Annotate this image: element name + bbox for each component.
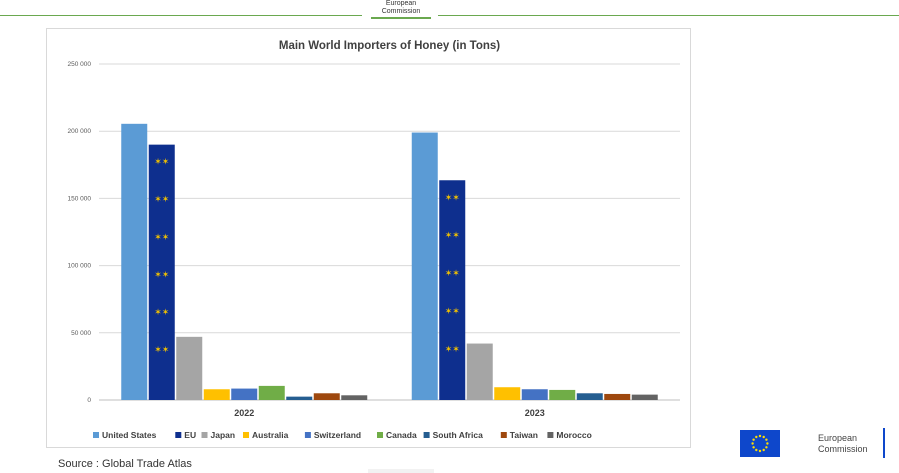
ec-logo-line1: European: [818, 433, 858, 443]
x-category-label: 2022: [234, 408, 254, 418]
bar-united-states: [411, 132, 438, 400]
y-tick-label: 0: [87, 397, 91, 404]
eu-star-decor: ✶✶: [154, 195, 169, 205]
legend-swatch: [304, 432, 311, 438]
legend-swatch: [201, 432, 208, 438]
eu-star-decor: ✶✶: [445, 269, 460, 279]
header-brand-line1: European: [385, 0, 417, 7]
legend-label: South Africa: [433, 430, 483, 440]
y-tick-label: 150 000: [68, 195, 92, 202]
header-brand-line2: Commission: [381, 8, 421, 15]
eu-star-decor: ✶✶: [154, 270, 169, 280]
legend-label: Canada: [386, 430, 417, 440]
eu-star-decor: ✶✶: [154, 233, 169, 243]
bar-australia: [203, 389, 230, 400]
ec-logo-label: European Commission: [818, 433, 868, 455]
ec-logo-line2: Commission: [818, 444, 868, 454]
eu-star-decor: ✶✶: [154, 308, 169, 318]
eu-star-decor: ✶✶: [445, 307, 460, 317]
footer-tab: [368, 469, 434, 473]
bar-japan: [176, 336, 203, 400]
european-commission-logo: European Commission: [740, 422, 890, 464]
legend-label: Taiwan: [510, 430, 538, 440]
legend-label: Morocco: [556, 430, 591, 440]
bar-canada: [258, 385, 285, 400]
header-logo: European Commission: [368, 0, 434, 19]
x-category-label: 2023: [525, 408, 545, 418]
y-tick-label: 200 000: [68, 128, 92, 135]
legend-label: EU: [184, 430, 196, 440]
legend-swatch: [93, 432, 99, 438]
legend-swatch: [423, 432, 430, 438]
bar-taiwan: [604, 393, 631, 400]
bar-australia: [494, 387, 521, 400]
legend-label: Switzerland: [314, 430, 361, 440]
y-tick-label: 50 000: [71, 330, 91, 337]
eu-star-decor: ✶✶: [154, 158, 169, 168]
chart-title: Main World Importers of Honey (in Tons): [279, 40, 500, 52]
y-tick-label: 250 000: [68, 61, 92, 68]
bar-japan: [466, 343, 493, 400]
legend-label: United States: [102, 430, 157, 440]
bar-switzerland: [231, 388, 258, 400]
legend-swatch: [547, 432, 554, 438]
bar-taiwan: [313, 393, 340, 400]
y-tick-label: 100 000: [68, 263, 92, 270]
legend-label: Australia: [252, 430, 289, 440]
legend-swatch: [500, 432, 507, 438]
legend-swatch: [175, 432, 182, 438]
legend-swatch: [243, 432, 249, 438]
eu-flag-icon: [740, 430, 780, 457]
bar-eu: [439, 180, 466, 400]
bar-united-states: [121, 123, 148, 401]
ec-logo-edge-bar: [883, 428, 885, 458]
legend-swatch: [377, 432, 383, 438]
header-rule-left: [0, 15, 362, 16]
legend-label: Japan: [211, 430, 236, 440]
chart-container: Main World Importers of Honey (in Tons) 0…: [46, 28, 691, 448]
bar-chart: Main World Importers of Honey (in Tons) 0…: [68, 40, 680, 440]
eu-star-decor: ✶✶: [154, 345, 169, 355]
eu-star-decor: ✶✶: [445, 345, 460, 355]
source-note: Source : Global Trade Atlas: [58, 458, 192, 470]
header-rule-right: [438, 15, 899, 16]
bar-south-africa: [286, 396, 313, 400]
bar-morocco: [341, 395, 368, 400]
bar-south-africa: [576, 393, 603, 400]
header-accent-bar: [371, 17, 431, 19]
eu-star-decor: ✶✶: [445, 231, 460, 241]
bar-eu: [148, 144, 175, 400]
bar-switzerland: [521, 389, 548, 400]
eu-star-decor: ✶✶: [445, 193, 460, 203]
bar-morocco: [631, 394, 658, 400]
bar-canada: [549, 389, 576, 400]
